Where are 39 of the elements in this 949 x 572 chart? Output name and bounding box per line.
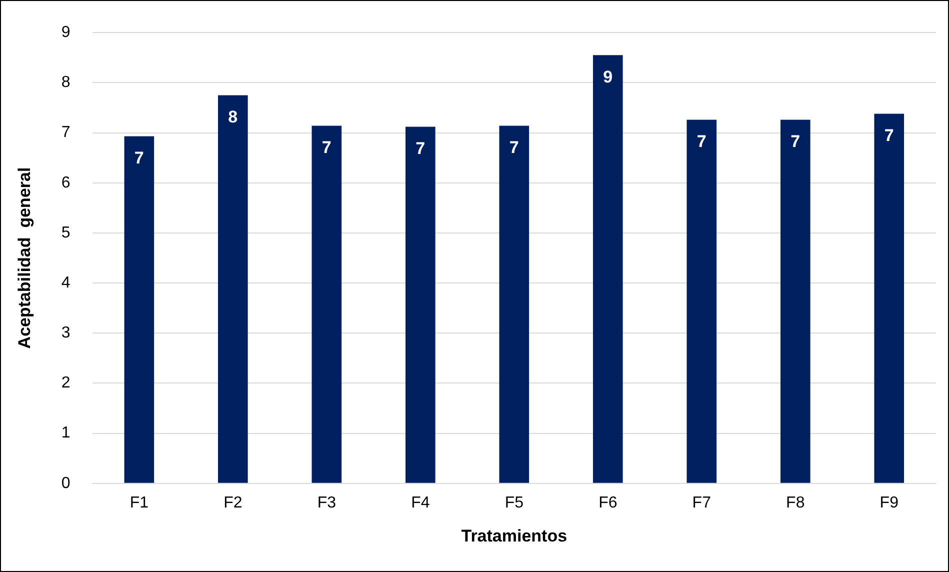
y-tick-label: 9 <box>61 24 70 42</box>
y-tick-label: 6 <box>61 174 70 192</box>
y-tick-label: 2 <box>61 374 70 392</box>
bar <box>780 120 810 483</box>
y-tick-label: 0 <box>61 474 70 492</box>
bar <box>124 136 154 483</box>
x-axis-title: Tratamientos <box>461 526 568 546</box>
bar <box>874 114 904 483</box>
x-tick-label: F9 <box>880 494 899 512</box>
y-tick-label: 3 <box>61 324 70 342</box>
data-label: 7 <box>322 138 332 157</box>
data-label: 7 <box>416 138 426 158</box>
x-tick-label: F7 <box>692 494 712 512</box>
y-tick-label: 5 <box>61 224 70 242</box>
y-tick-label: 1 <box>61 424 70 442</box>
data-label: 8 <box>228 107 238 126</box>
data-label: 7 <box>884 126 894 145</box>
x-tick-label: F3 <box>317 494 336 512</box>
bar <box>406 126 436 483</box>
y-tick-label: 4 <box>61 274 70 292</box>
data-label: 7 <box>790 132 800 151</box>
bar <box>686 120 717 483</box>
y-tick-label: 7 <box>61 124 70 142</box>
bar <box>499 126 530 483</box>
x-tick-label: F4 <box>411 494 430 512</box>
y-axis-title: Aceptabilidad general <box>14 167 34 349</box>
x-tick-label: F6 <box>598 494 618 512</box>
data-label: 9 <box>603 67 613 86</box>
bar <box>218 95 248 483</box>
data-label: 7 <box>696 132 706 151</box>
x-tick-label: F8 <box>786 494 805 512</box>
x-tick-label: F2 <box>224 494 242 512</box>
x-tick-label: F5 <box>504 494 524 512</box>
bar <box>592 55 623 483</box>
data-label: 7 <box>509 138 519 157</box>
bar <box>312 126 342 483</box>
y-tick-label: 8 <box>61 74 70 92</box>
x-tick-label: F1 <box>130 494 149 512</box>
data-label: 7 <box>134 148 144 168</box>
